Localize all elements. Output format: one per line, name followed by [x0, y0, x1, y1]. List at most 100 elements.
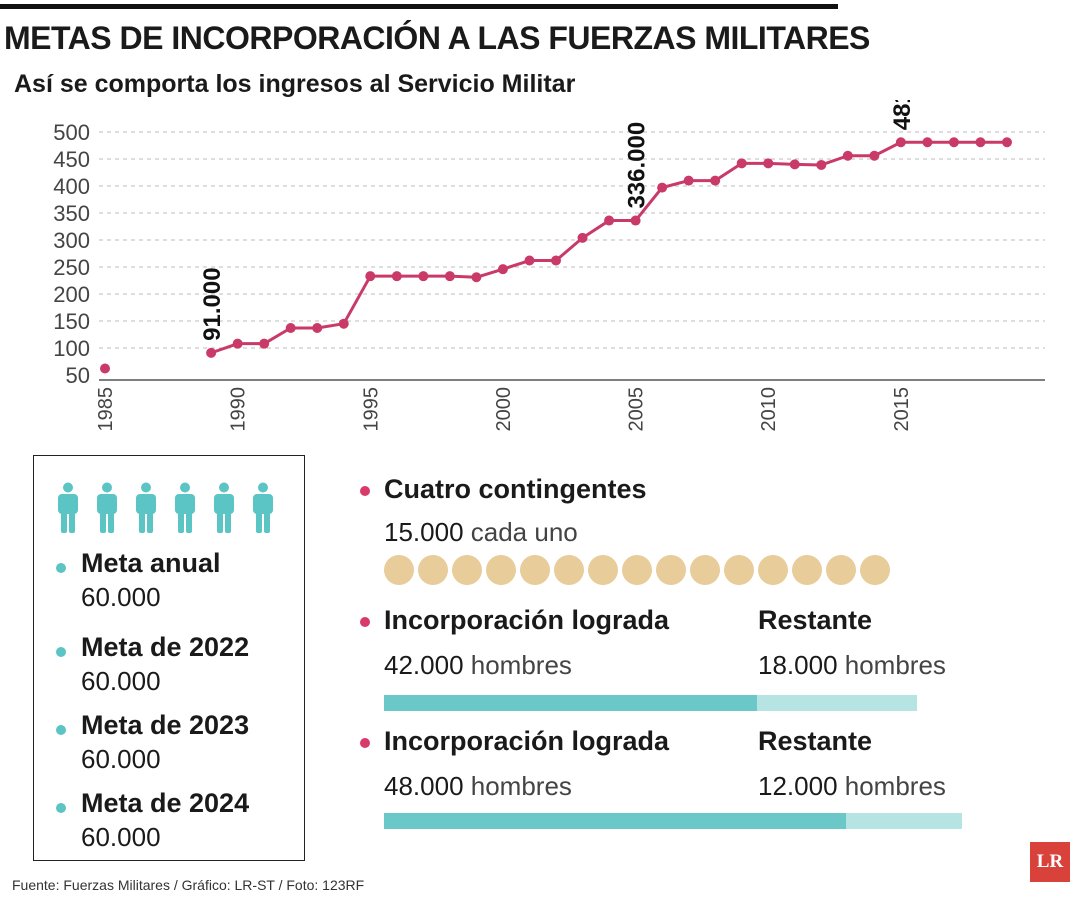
metas-panel: Meta anual 60.000 Meta de 2022 60.000 Me… [33, 455, 305, 861]
y-tick-label: 200 [53, 282, 90, 307]
data-point [312, 323, 323, 334]
contingent-circle [418, 555, 448, 585]
data-point [471, 272, 482, 283]
data-point [285, 323, 296, 334]
rest-unit: hombres [844, 771, 946, 801]
data-point [338, 318, 349, 329]
contingent-circle [554, 555, 584, 585]
contingent-circle [724, 555, 754, 585]
x-tick-label: 1990 [228, 387, 250, 432]
y-tick-label: 250 [53, 255, 90, 280]
y-tick-label: 50 [66, 363, 90, 388]
progress-done-label: Incorporación lograda [384, 726, 670, 756]
x-tick-label: 2015 [891, 387, 913, 432]
contingent-circle [520, 555, 550, 585]
meta-value: 60.000 [81, 666, 161, 696]
data-point [922, 137, 933, 148]
x-tick-label: 2005 [626, 387, 648, 432]
done-amount-value: 48.000 [384, 771, 464, 801]
data-point [763, 158, 774, 169]
bullet-dot [56, 647, 66, 657]
bullet-dot [56, 803, 66, 813]
meta-label: Meta de 2022 [81, 632, 250, 662]
data-point [895, 137, 906, 148]
done-unit: hombres [470, 771, 572, 801]
data-point [577, 232, 588, 243]
data-point [418, 271, 429, 282]
y-tick-label: 300 [53, 228, 90, 253]
y-tick-label: 350 [53, 201, 90, 226]
contingentes-unit: cada uno [470, 517, 578, 547]
person-icon [95, 482, 119, 534]
progress-done-amount: 48.000 hombres [384, 771, 572, 802]
data-point [100, 363, 110, 374]
data-point [206, 347, 217, 358]
person-icon [251, 482, 275, 534]
progress-rest-label: Restante [758, 605, 873, 635]
data-label: 336.000 [624, 122, 651, 209]
meta-label: Meta de 2024 [81, 788, 250, 818]
progress-bar-rest [846, 813, 962, 829]
data-point [232, 338, 243, 349]
progress-bar-done [384, 813, 846, 829]
done-amount-value: 42.000 [384, 650, 464, 680]
progress-done-amount: 42.000 hombres [384, 650, 572, 681]
contingent-circle [792, 555, 822, 585]
bullet-dot [56, 563, 66, 573]
data-point [789, 159, 800, 170]
data-point [604, 215, 615, 226]
contingent-circle [452, 555, 482, 585]
meta-value: 60.000 [81, 744, 161, 774]
bullet-dot [360, 617, 370, 627]
contingent-circles [384, 555, 890, 585]
contingent-circle [622, 555, 652, 585]
data-point [948, 137, 959, 148]
person-icon [134, 482, 158, 534]
contingentes-amount: 15.000 cada uno [384, 517, 578, 548]
y-tick-label: 400 [53, 174, 90, 199]
source-credit: Fuente: Fuerzas Militares / Gráfico: LR-… [12, 877, 365, 893]
contingent-circle [384, 555, 414, 585]
progress-done-label: Incorporación lograda [384, 605, 670, 635]
data-point [444, 271, 455, 282]
data-point [683, 175, 694, 186]
person-icon [56, 482, 80, 534]
page-title: METAS DE INCORPORACIÓN A LAS FUERZAS MIL… [4, 20, 870, 56]
progress-rest-amount: 18.000 hombres [758, 650, 946, 681]
progress-bar-rest [757, 695, 917, 711]
contingent-circle [758, 555, 788, 585]
contingent-circle [656, 555, 686, 585]
meta-label: Meta anual [81, 548, 221, 578]
rest-amount-value: 12.000 [758, 771, 838, 801]
rest-unit: hombres [844, 650, 946, 680]
data-point [869, 150, 880, 161]
data-point [710, 175, 721, 186]
progress-rest-label: Restante [758, 726, 873, 756]
data-point [391, 271, 402, 282]
y-tick-label: 500 [53, 120, 90, 145]
data-point [259, 338, 270, 349]
data-label: 91.000 [199, 267, 226, 340]
person-icon [212, 482, 236, 534]
data-point [1002, 137, 1012, 148]
top-rule [0, 4, 838, 9]
chart-subtitle: Así se comporta los ingresos al Servicio… [14, 70, 576, 98]
meta-value: 60.000 [81, 582, 161, 612]
bullet-dot [360, 486, 370, 496]
data-point [975, 137, 986, 148]
data-point [497, 264, 508, 275]
contingent-circle [826, 555, 856, 585]
data-point [365, 271, 376, 282]
y-tick-label: 150 [53, 309, 90, 334]
bullet-dot [360, 738, 370, 748]
x-tick-label: 2010 [758, 387, 780, 432]
data-label: 481.000 [889, 100, 916, 130]
meta-value: 60.000 [81, 822, 161, 852]
series-line [210, 140, 1007, 355]
bullet-dot [56, 725, 66, 735]
contingentes-title: Cuatro contingentes [384, 474, 647, 504]
lr-logo: LR [1030, 842, 1070, 882]
data-point [524, 255, 535, 266]
contingent-circle [486, 555, 516, 585]
